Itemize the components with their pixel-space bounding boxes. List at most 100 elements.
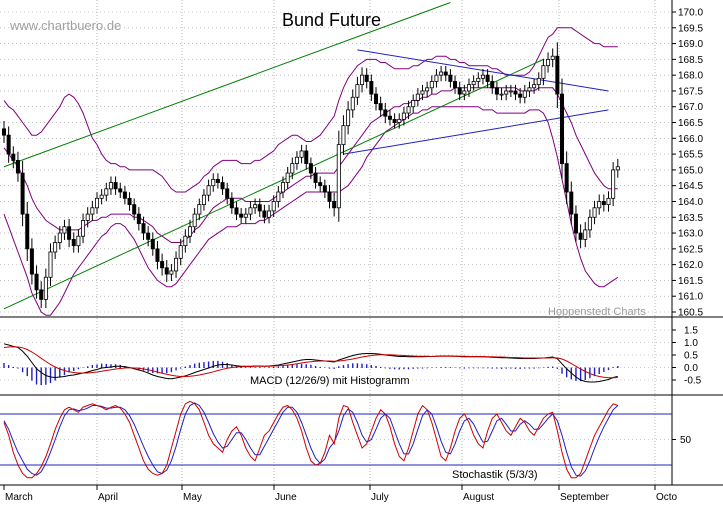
candle-body (29, 248, 34, 275)
y-tick-label: 162.5 (678, 244, 703, 255)
candle-body (160, 261, 165, 269)
candle-body (43, 276, 48, 300)
y-tick-label: 166.0 (678, 134, 703, 145)
candle-body (253, 204, 258, 209)
candle-body (299, 150, 304, 158)
y-tick-label: 167.5 (678, 86, 703, 97)
candle-body (248, 207, 253, 215)
candle-body (53, 242, 58, 253)
candle-body (587, 216, 592, 231)
candle-body (369, 81, 374, 95)
candle-body (597, 201, 602, 209)
candle-body (136, 213, 141, 224)
x-tick-label: September (560, 492, 610, 503)
candle-body (294, 156, 299, 164)
candle-body (485, 74, 490, 82)
candle-body (546, 58, 551, 67)
candle-body (560, 93, 565, 164)
candle-body (239, 213, 244, 218)
candle-body (71, 238, 76, 247)
candle-body (462, 90, 467, 95)
candle-body (211, 178, 216, 187)
grid-layer (0, 0, 723, 486)
price-panel (2, 2, 620, 316)
macd-tick-label: 0.5 (684, 351, 698, 362)
candle-body (267, 210, 272, 218)
candle-body (532, 84, 537, 89)
macd-tick-label: 1.5 (684, 326, 698, 337)
candle-body (392, 118, 397, 123)
candle-body (448, 74, 453, 82)
candle-body (434, 74, 439, 82)
x-tick-label: July (371, 492, 389, 503)
y-tick-label: 160.5 (678, 308, 703, 319)
y-tick-label: 161.0 (678, 292, 703, 303)
y-tick-label: 164.5 (678, 181, 703, 192)
candle-body (174, 257, 179, 272)
candle-body (578, 232, 583, 240)
stochastic-label: Stochastik (5/3/3) (452, 469, 538, 481)
candle-body (499, 93, 504, 96)
candle-body (327, 191, 332, 202)
candle-body (522, 90, 527, 98)
candle-body (183, 235, 188, 247)
candle-body (76, 235, 81, 247)
candle-body (304, 150, 309, 164)
macd-tick-label: 0.0 (684, 363, 698, 374)
y-tick-label: 170.0 (678, 8, 703, 19)
triangle-trendline (343, 109, 609, 155)
candle-body (322, 185, 327, 193)
candle-body (15, 160, 20, 174)
candle-body (99, 194, 104, 199)
candle-body (81, 220, 86, 237)
watermark-text: www.chartbuero.de (9, 18, 121, 33)
candle-body (518, 93, 523, 98)
y-tick-label: 163.0 (678, 229, 703, 240)
candle-body (313, 172, 318, 183)
candle-body (536, 77, 541, 86)
candle-body (132, 204, 137, 215)
candle-body (113, 182, 118, 190)
candle-body (415, 93, 420, 101)
y-tick-label: 164.0 (678, 197, 703, 208)
candle-body (471, 81, 476, 86)
candle-body (39, 289, 44, 300)
candle-body (206, 185, 211, 196)
candle-body (346, 109, 351, 127)
x-tick-label: May (183, 492, 202, 503)
candle-body (108, 182, 113, 190)
candle-body (122, 191, 127, 199)
macd-signal-line (3, 346, 618, 379)
candle-body (215, 178, 220, 183)
y-tick-label: 166.5 (678, 118, 703, 129)
candle-body (513, 90, 518, 95)
candle-body (262, 210, 267, 218)
candle-body (364, 74, 369, 82)
candle-body (280, 182, 285, 193)
candle-body (466, 84, 471, 92)
candle-body (480, 74, 485, 79)
candle-body (350, 96, 355, 111)
candle-body (141, 223, 146, 234)
channel-trendline (3, 2, 451, 168)
candle-body (425, 87, 430, 92)
candle-body (573, 213, 578, 234)
candle-body (285, 172, 290, 183)
candle-body (271, 201, 276, 212)
axis-layer: March April May June July August September Octo… (3, 8, 703, 503)
candle-body (104, 188, 109, 196)
candle-body (606, 197, 611, 206)
candle-body (569, 191, 574, 215)
y-tick-label: 161.5 (678, 276, 703, 287)
candle-body (85, 213, 90, 221)
candle-body (178, 245, 183, 259)
candle-body (550, 55, 555, 60)
candle-body (192, 213, 197, 228)
candle-body (48, 251, 53, 278)
candle-body (541, 65, 546, 79)
candle-body (6, 134, 11, 155)
candle-body (527, 87, 532, 92)
candle-body (20, 172, 25, 215)
